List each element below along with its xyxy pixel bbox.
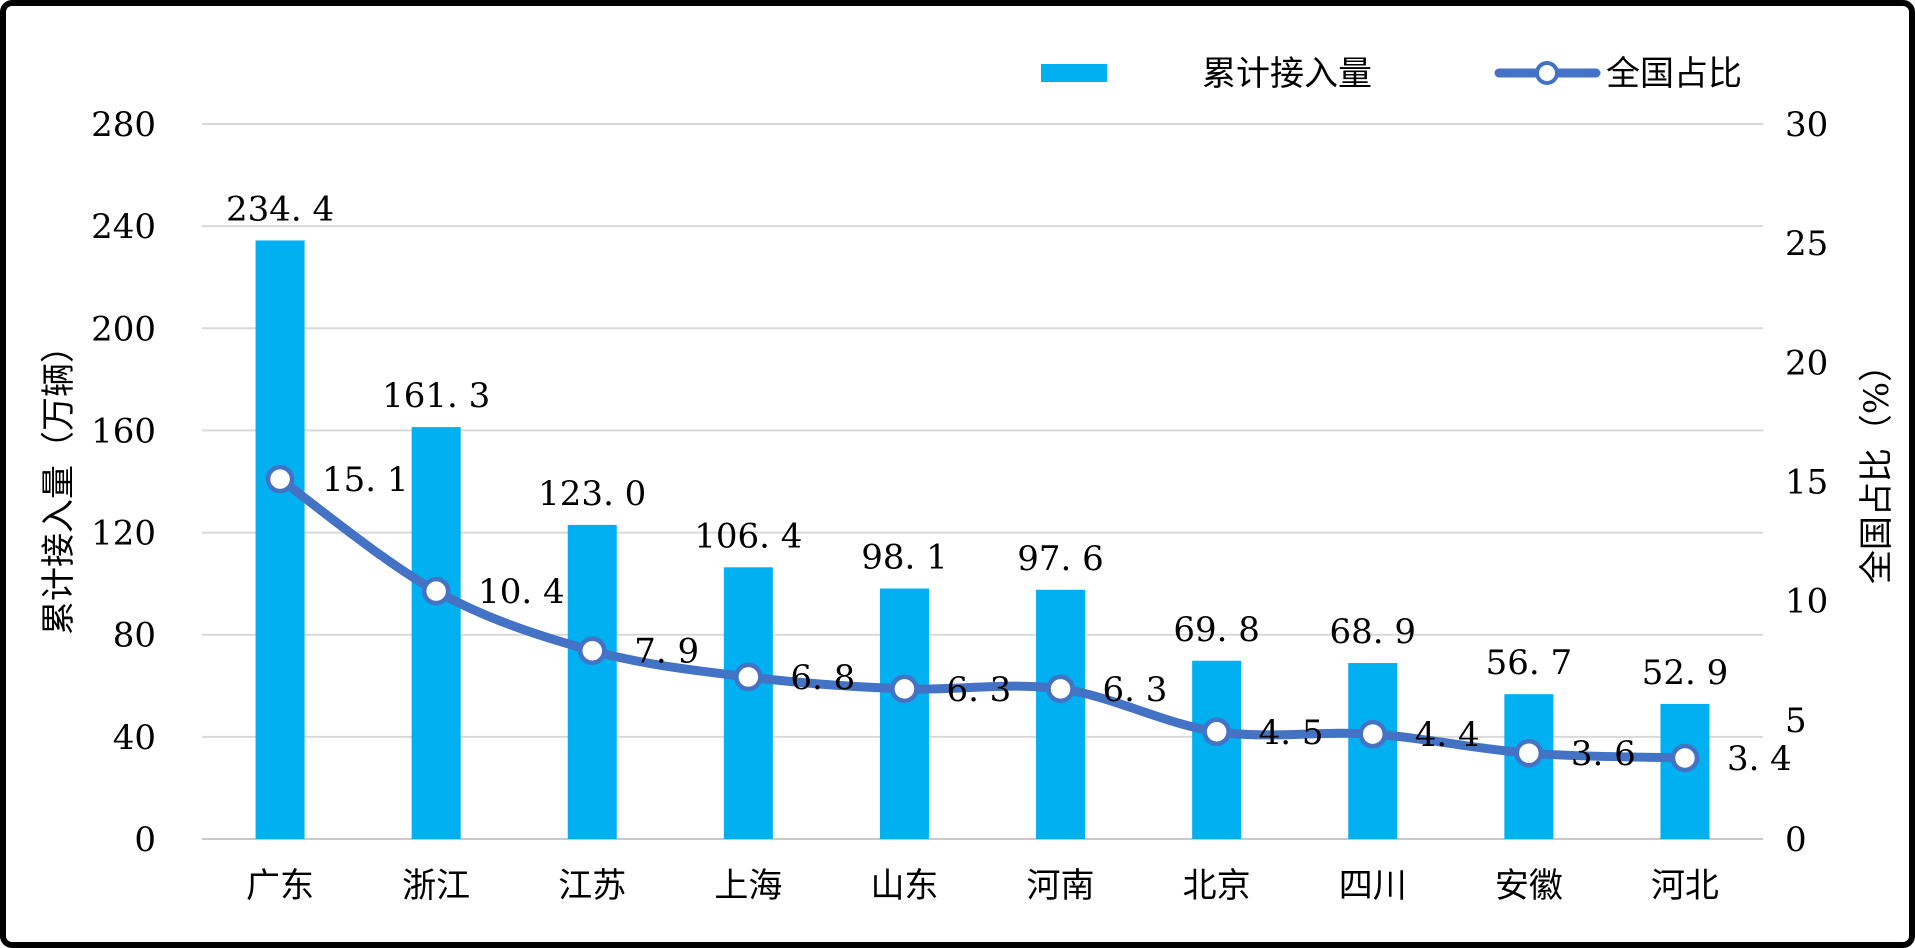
bar-value-label: 106. 4 (694, 516, 802, 556)
line-marker (734, 662, 763, 692)
left-axis-tick: 80 (113, 616, 156, 656)
right-axis-tick: 20 (1785, 343, 1828, 383)
trend-line-group (275, 474, 1690, 763)
bar-value-labels: 234. 4 161. 3 123. 0 106. 4 98. 1 97. 6 69. 8 6… (226, 189, 1728, 692)
left-axis-tick: 240 (91, 207, 156, 247)
category-label: 安徽 (1495, 866, 1563, 906)
line-marker (1202, 717, 1231, 746)
legend: 累计接入量 全国占比 (1041, 54, 1742, 94)
category-label: 上海 (714, 866, 782, 906)
category-axis-labels: 广东 浙江 江苏 上海 山东 河南 北京 四川 安徽 河北 (246, 866, 1719, 906)
line-marker (1514, 738, 1544, 768)
left-axis-title: 累计接入量（万辆） (39, 329, 79, 635)
line-marker (890, 674, 919, 704)
right-axis-title: 全国占比（%） (1857, 348, 1897, 584)
right-axis-tick: 30 (1785, 105, 1828, 145)
category-label: 浙江 (402, 866, 470, 906)
line-value-label: 4. 4 (1415, 715, 1480, 755)
legend-bar-label: 累计接入量 (1202, 54, 1372, 94)
left-axis-tick: 160 (91, 411, 156, 451)
right-axis-tick: 0 (1785, 820, 1807, 860)
bar-value-label: 56. 7 (1486, 643, 1573, 683)
legend-bar-swatch (1041, 64, 1107, 82)
line-value-label: 10. 4 (478, 572, 565, 612)
bar-value-label: 98. 1 (861, 537, 948, 577)
bar (1192, 660, 1242, 839)
bar (411, 427, 461, 839)
bar (567, 524, 617, 839)
legend-line-label: 全国占比 (1606, 54, 1742, 94)
left-axis-ticks: 280 240 200 160 120 80 40 0 (91, 105, 156, 860)
bar (879, 588, 929, 839)
right-axis-tick: 25 (1785, 224, 1828, 264)
left-axis-tick: 200 (91, 309, 156, 349)
category-label: 山东 (870, 866, 938, 906)
left-axis-tick: 40 (113, 718, 156, 758)
line-value-label: 6. 3 (946, 670, 1011, 710)
category-label: 四川 (1339, 866, 1407, 906)
line-value-label: 7. 9 (634, 632, 699, 672)
bar-value-label: 234. 4 (226, 189, 334, 229)
left-axis-tick: 0 (134, 820, 156, 860)
line-marker (1358, 719, 1387, 749)
bar-value-label: 97. 6 (1017, 539, 1104, 579)
gridlines (202, 123, 1763, 840)
bar-value-label: 161. 3 (382, 376, 490, 416)
bar (1348, 663, 1398, 839)
bar (1036, 589, 1086, 839)
category-label: 广东 (246, 866, 314, 906)
line-marker (1046, 674, 1075, 704)
line-value-labels: 15. 1 10. 4 7. 9 6. 8 6. 3 6. 3 4. 5 4. 4 3. 6 3.… (322, 460, 1792, 779)
legend-line-marker-icon (1535, 61, 1559, 85)
bar-value-label: 123. 0 (538, 474, 646, 514)
bar-value-label: 68. 9 (1329, 612, 1416, 652)
category-label: 江苏 (558, 866, 626, 906)
bar-series (255, 240, 1710, 839)
right-axis-tick: 5 (1785, 701, 1807, 741)
line-value-label: 3. 4 (1727, 739, 1792, 779)
category-label: 河北 (1651, 866, 1719, 906)
line-value-label: 6. 3 (1103, 670, 1168, 710)
left-axis-tick: 280 (91, 105, 156, 145)
bar (723, 567, 773, 839)
category-label: 河南 (1027, 866, 1095, 906)
line-marker (265, 464, 295, 494)
right-axis-tick: 15 (1785, 463, 1828, 503)
line-value-label: 3. 6 (1571, 734, 1636, 774)
line-value-label: 6. 8 (790, 658, 855, 698)
right-axis-tick: 10 (1785, 582, 1828, 622)
trend-line (275, 474, 1690, 763)
line-value-label: 4. 5 (1259, 713, 1324, 753)
right-axis-ticks: 30 25 20 15 10 5 0 (1785, 105, 1828, 860)
line-marker (578, 636, 607, 665)
line-marker (421, 576, 451, 606)
line-value-label: 15. 1 (322, 460, 409, 500)
left-axis-tick: 120 (91, 514, 156, 554)
bar-value-label: 69. 8 (1173, 610, 1260, 650)
line-marker (1670, 743, 1700, 773)
line-markers (265, 464, 1700, 773)
bar (255, 240, 305, 839)
bar-value-label: 52. 9 (1642, 653, 1729, 693)
category-label: 北京 (1183, 866, 1251, 906)
